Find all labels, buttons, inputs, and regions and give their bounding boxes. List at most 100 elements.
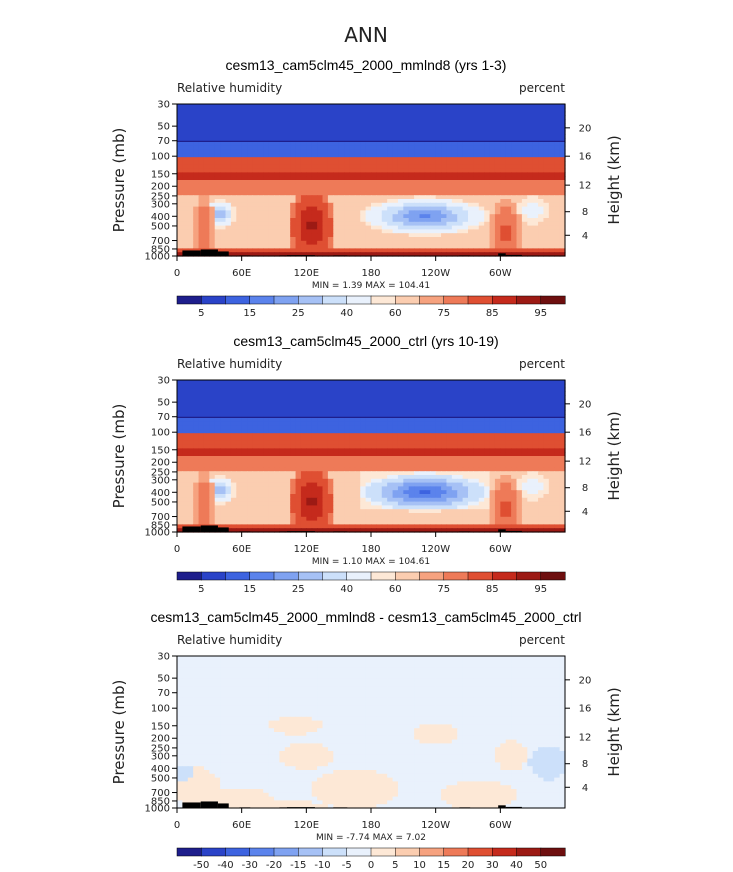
heatmap-cell bbox=[214, 240, 221, 246]
heatmap-cell bbox=[193, 176, 200, 181]
heatmap-cell bbox=[397, 429, 404, 434]
heatmap-cell bbox=[252, 452, 259, 457]
heatmap-cell bbox=[505, 429, 512, 434]
heatmap-cell bbox=[230, 161, 237, 166]
heatmap-cell bbox=[230, 233, 237, 238]
heatmap-cell bbox=[333, 142, 340, 147]
heatmap-cell bbox=[284, 478, 291, 484]
heatmap-cell bbox=[252, 467, 259, 472]
heatmap-cell bbox=[203, 437, 210, 442]
heatmap-cell bbox=[554, 244, 561, 249]
heatmap-cell bbox=[462, 471, 469, 476]
heatmap-cell bbox=[403, 475, 410, 480]
heatmap-cell bbox=[473, 206, 480, 211]
heatmap-cell bbox=[290, 206, 297, 211]
height-tick-label: 20 bbox=[579, 123, 592, 134]
heatmap-cell bbox=[295, 252, 302, 257]
heatmap-cell bbox=[274, 214, 280, 219]
heatmap-cell bbox=[295, 225, 302, 230]
heatmap-cell bbox=[317, 244, 324, 249]
heatmap-cell bbox=[484, 252, 491, 257]
heatmap-cell bbox=[500, 206, 507, 211]
heatmap-cell bbox=[322, 459, 329, 465]
heatmap-cell bbox=[225, 475, 232, 480]
heatmap-cell bbox=[300, 456, 307, 461]
heatmap-cell bbox=[387, 252, 394, 257]
heatmap-cell bbox=[505, 149, 512, 154]
heatmap-cell bbox=[494, 237, 501, 242]
heatmap-cell bbox=[494, 218, 501, 223]
heatmap-cell bbox=[182, 153, 189, 158]
heatmap-cell bbox=[230, 433, 237, 438]
heatmap-cell bbox=[500, 221, 507, 227]
heatmap-cell bbox=[252, 191, 259, 196]
heatmap-cell bbox=[424, 153, 431, 158]
heatmap-cell bbox=[252, 433, 259, 438]
heatmap-cell bbox=[532, 180, 539, 185]
heatmap-cell bbox=[484, 471, 491, 476]
heatmap-cell bbox=[521, 180, 528, 185]
heatmap-cell bbox=[392, 149, 399, 154]
heatmap-cell bbox=[468, 433, 474, 438]
colorbar-swatch bbox=[540, 295, 566, 305]
heatmap-cell bbox=[494, 206, 501, 211]
heatmap-cell bbox=[376, 206, 383, 211]
heatmap-cell bbox=[554, 202, 561, 208]
heatmap-cell bbox=[478, 187, 485, 192]
heatmap-cell bbox=[193, 187, 200, 192]
heatmap-cell bbox=[295, 425, 302, 430]
heatmap-cell bbox=[214, 463, 221, 468]
heatmap-cell bbox=[177, 161, 183, 166]
heatmap-cell bbox=[284, 429, 291, 434]
heatmap-cell bbox=[241, 172, 248, 177]
heatmap-cell bbox=[263, 187, 270, 192]
heatmap-cell bbox=[505, 475, 512, 480]
heatmap-cell bbox=[203, 206, 210, 211]
heatmap-cell bbox=[527, 172, 534, 177]
heatmap-cell bbox=[403, 183, 410, 189]
heatmap-cell bbox=[505, 233, 512, 238]
heatmap-cell bbox=[360, 429, 367, 434]
heatmap-cell bbox=[435, 187, 442, 192]
heatmap-cell bbox=[473, 157, 480, 162]
heatmap-cell bbox=[408, 225, 415, 230]
heatmap-cell bbox=[300, 452, 307, 457]
heatmap-cell bbox=[494, 187, 501, 192]
heatmap-cell bbox=[521, 172, 528, 177]
heatmap-cell bbox=[322, 153, 329, 158]
heatmap-cell bbox=[543, 206, 550, 211]
heatmap-cell bbox=[500, 229, 507, 234]
heatmap-cell bbox=[327, 161, 334, 166]
heatmap-cell bbox=[333, 187, 340, 192]
heatmap-cell bbox=[462, 149, 469, 154]
heatmap-cell bbox=[468, 229, 474, 234]
heatmap-cell bbox=[468, 176, 474, 181]
heatmap-cell bbox=[484, 478, 491, 484]
heatmap-cell bbox=[365, 463, 372, 468]
heatmap-cell bbox=[446, 210, 453, 215]
heatmap-cell bbox=[489, 421, 496, 427]
heatmap-cell bbox=[268, 252, 275, 257]
heatmap-cell bbox=[209, 237, 216, 242]
heatmap-cell bbox=[532, 463, 539, 468]
x-tick-label: 120E bbox=[294, 268, 319, 279]
heatmap-cell bbox=[489, 164, 496, 170]
heatmap-cell bbox=[376, 183, 383, 189]
heatmap-cell bbox=[203, 161, 210, 166]
heatmap-cell bbox=[489, 437, 496, 442]
heatmap-cell bbox=[187, 233, 194, 238]
topography-mask bbox=[182, 250, 201, 256]
heatmap-cell bbox=[457, 164, 464, 170]
heatmap-cell bbox=[521, 237, 528, 242]
heatmap-cell bbox=[554, 448, 561, 453]
heatmap-cell bbox=[198, 149, 205, 154]
heatmap-cell bbox=[473, 475, 480, 480]
heatmap-cell bbox=[344, 240, 351, 246]
heatmap-cell bbox=[257, 248, 264, 253]
heatmap-cell bbox=[511, 448, 518, 453]
heatmap-cell bbox=[468, 199, 474, 204]
heatmap-cell bbox=[538, 429, 545, 434]
heatmap-cell bbox=[371, 191, 377, 196]
heatmap-cell bbox=[333, 221, 340, 227]
heatmap-cell bbox=[203, 244, 210, 249]
